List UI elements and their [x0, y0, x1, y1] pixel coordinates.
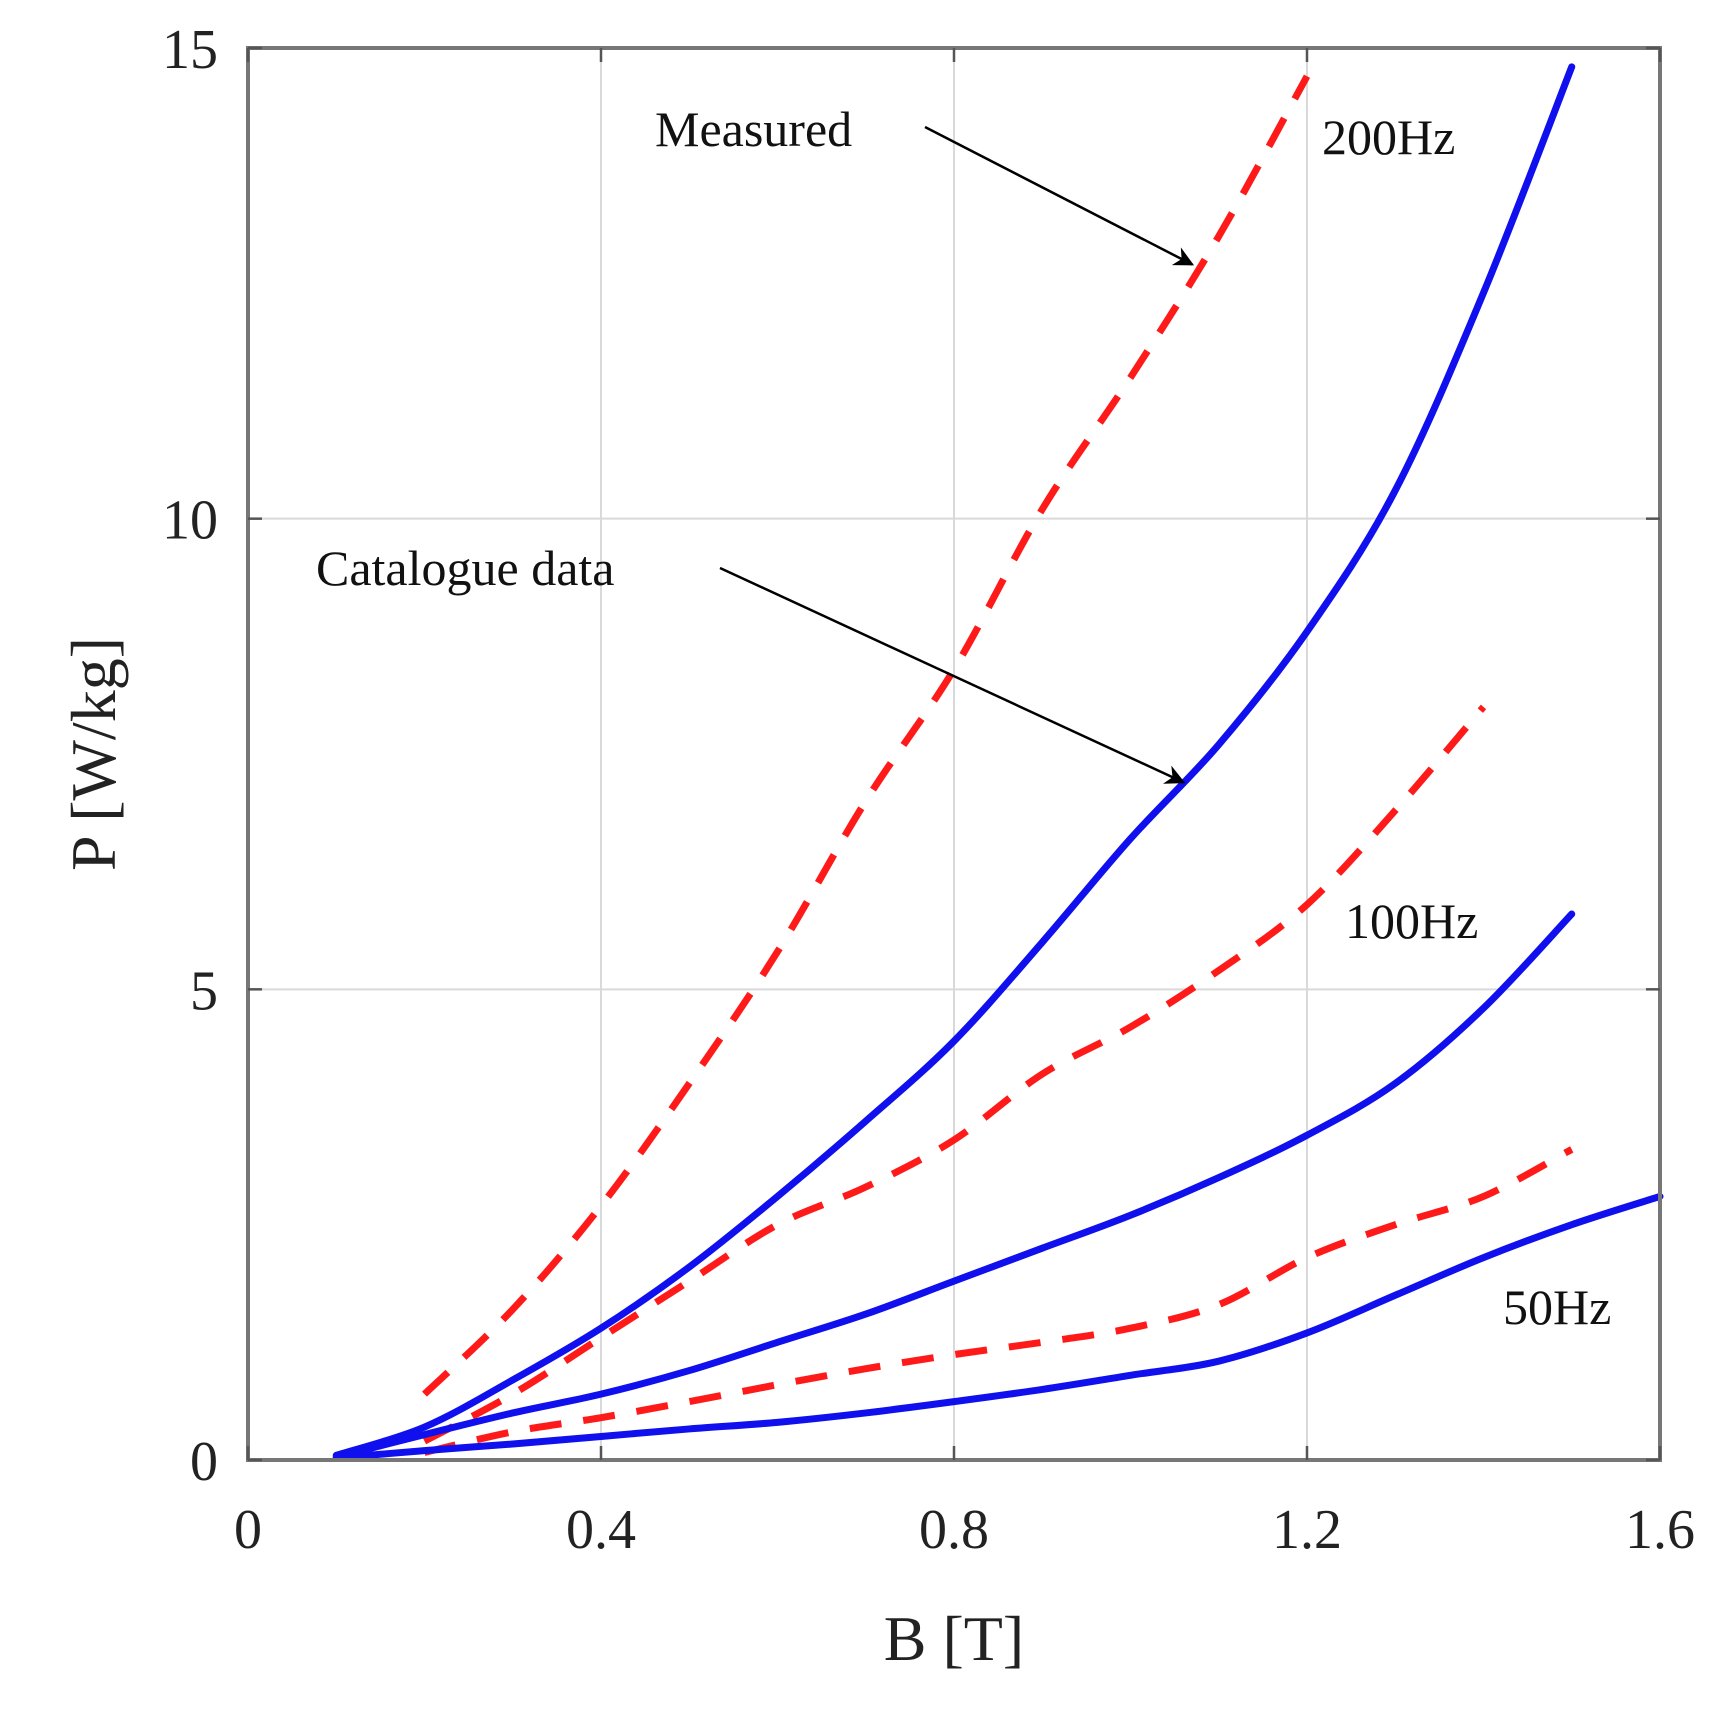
series-group: [332, 63, 1664, 1462]
arrow-measured: [924, 125, 1195, 266]
y-tick-label: 5: [190, 960, 218, 1022]
x-tick-label: 1.6: [1625, 1499, 1695, 1561]
x-tick-label: 0.4: [566, 1499, 636, 1561]
x-tick-label: 0: [234, 1499, 262, 1561]
annotation-catalogue-data: Catalogue data: [316, 540, 615, 596]
series-line-measured-100hz: [422, 704, 1487, 1445]
x-tick-label: 0.8: [919, 1499, 989, 1561]
label-50hz: 50Hz: [1503, 1279, 1611, 1335]
series-line-measured-50hz: [423, 1146, 1574, 1456]
grid: [248, 48, 1660, 1460]
y-axis-label: P [W/kg]: [58, 637, 129, 871]
label-100hz: 100Hz: [1345, 893, 1478, 949]
ticks: 0 0.4 0.8 1.2 1.6 0 5 10 15: [162, 19, 1695, 1561]
series-line-catalogue-data-200hz: [332, 63, 1576, 1459]
y-tick-label: 10: [162, 490, 218, 552]
x-axis-label: B [T]: [884, 1603, 1024, 1674]
series-line-catalogue-data-100hz: [332, 910, 1576, 1461]
y-tick-label: 0: [190, 1431, 218, 1493]
label-200hz: 200Hz: [1322, 109, 1455, 165]
annotation-measured: Measured: [655, 101, 852, 157]
series-line-measured-200hz: [422, 74, 1311, 1397]
y-tick-label: 15: [162, 19, 218, 81]
series-line-catalogue-data-50hz: [332, 1192, 1664, 1462]
x-tick-label: 1.2: [1272, 1499, 1342, 1561]
arrow-catalogue-data: [719, 566, 1186, 784]
annotations: Measured Catalogue data 200Hz 100Hz 50Hz: [316, 101, 1611, 1335]
